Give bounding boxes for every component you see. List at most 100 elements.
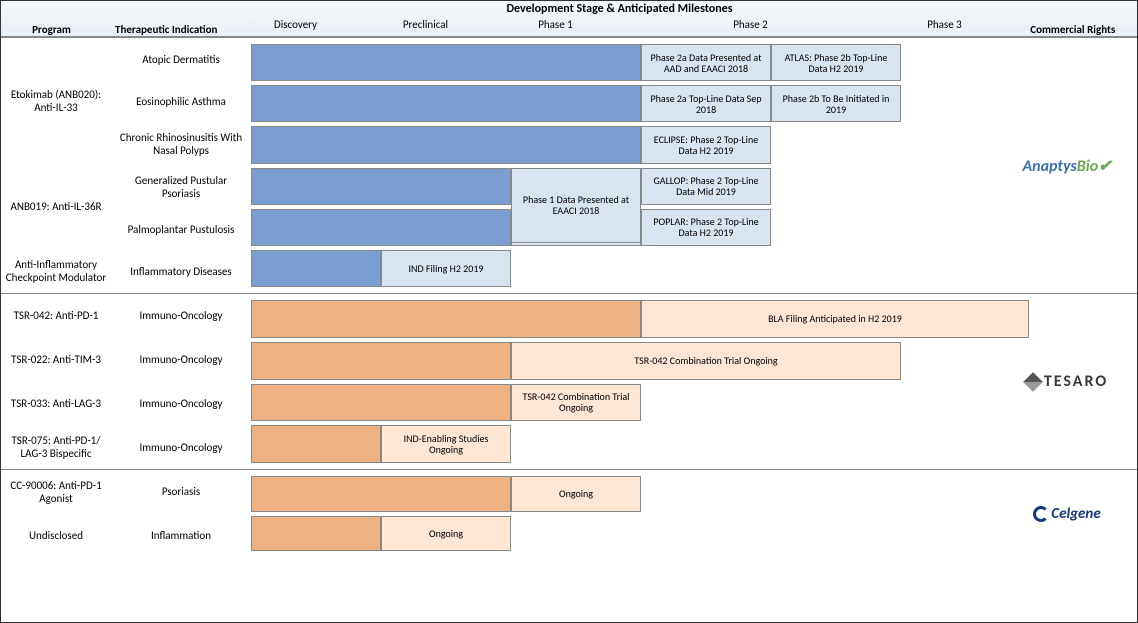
pipeline-row: IND-Enabling Studies Ongoing: [251, 423, 997, 465]
pipeline-row: BLA Filing Anticipated in H2 2019: [251, 298, 997, 340]
bar-label: Phase 2a Top-Line Data Sep 2018: [642, 86, 770, 121]
indication-cell: Generalized Pustular Psoriasis: [111, 166, 251, 209]
bar-label: TSR-042 Combination Trial Ongoing: [512, 343, 900, 379]
stage-bar: IND-Enabling Studies Ongoing: [381, 425, 511, 463]
crescent-icon: [1033, 506, 1049, 522]
stage-bar: IND Filing H2 2019: [381, 250, 511, 287]
program-cell: Anti-Inflammatory Checkpoint Modulator: [1, 249, 111, 294]
pipeline-row: TSR-042 Combination Trial Ongoing: [251, 340, 997, 382]
pipeline-row: IND Filing H2 2019: [251, 248, 997, 289]
program-cell: Undisclosed: [1, 514, 111, 558]
bar-label: IND Filing H2 2019: [382, 251, 510, 286]
stage-bar: [251, 126, 641, 163]
program-cell: Etokimab (ANB020): Anti-IL-33: [1, 38, 111, 164]
stage-bar: ATLAS: Phase 2b Top-Line Data H2 2019: [771, 44, 901, 81]
phase-preclinical: Preclinical: [360, 18, 490, 36]
program-cell: TSR-075: Anti-PD-1/ LAG-3 Bispecific: [1, 425, 111, 469]
stage-bar: Phase 2b To Be Initiated in 2019: [771, 85, 901, 122]
stage-bar: [251, 300, 641, 338]
header-program: Program: [1, 23, 102, 36]
stage-bar: Ongoing: [381, 516, 511, 552]
program-cell: TSR-022: Anti-TIM-3: [1, 338, 111, 382]
program-cell: TSR-033: Anti-LAG-3: [1, 382, 111, 426]
bar-label: IND-Enabling Studies Ongoing: [382, 426, 510, 462]
indication-cell: Immuno-Oncology: [111, 425, 251, 469]
stage-bar: [251, 342, 511, 380]
phase-2: Phase 2: [620, 18, 880, 36]
bar-label: Ongoing: [382, 517, 510, 551]
pipeline-row: Ongoing: [251, 514, 997, 554]
phase-1: Phase 1: [490, 18, 620, 36]
stage-bar: [251, 516, 381, 552]
stage-column: Phase 2a Data Presented at AAD and EAACI…: [251, 38, 997, 293]
indication-cell: Immuno-Oncology: [111, 382, 251, 426]
program-cell: ANB019: Anti-IL-36R: [1, 164, 111, 249]
stage-bar: [251, 44, 641, 81]
pipeline-row: Ongoing: [251, 474, 997, 514]
phase-3: Phase 3: [880, 18, 1008, 36]
group: CC-90006: Anti-PD-1 AgonistUndisclosedPs…: [1, 469, 1137, 557]
stage-bar: Ongoing: [511, 476, 641, 512]
bar-label: POPLAR: Phase 2 Top-Line Data H2 2019: [642, 210, 770, 245]
stage-bar: [251, 476, 511, 512]
program-column: Etokimab (ANB020): Anti-IL-33ANB019: Ant…: [1, 38, 111, 293]
logo-anaptysbio: AnaptysBio✔: [1022, 156, 1111, 176]
group: Etokimab (ANB020): Anti-IL-33ANB019: Ant…: [1, 37, 1137, 293]
indication-cell: Inflammation: [111, 514, 251, 558]
program-column: TSR-042: Anti-PD-1TSR-022: Anti-TIM-3TSR…: [1, 294, 111, 469]
header-indication: Therapeutic Indication: [102, 23, 231, 36]
stage-bar: [251, 85, 641, 122]
header-stage: Development Stage & Anticipated Mileston…: [230, 2, 1008, 36]
bar-label: BLA Filing Anticipated in H2 2019: [642, 301, 1028, 337]
stage-bar: GALLOP: Phase 2 Top-Line Data Mid 2019: [641, 168, 771, 205]
bar-label: Phase 2b To Be Initiated in 2019: [772, 86, 900, 121]
stage-column: OngoingOngoing: [251, 470, 997, 557]
stage-bar: Phase 2a Top-Line Data Sep 2018: [641, 85, 771, 122]
indication-column: Atopic DermatitisEosinophilic AsthmaChro…: [111, 38, 251, 293]
stage-bar-merged: Phase 1 Data Presented at EAACI 2018: [511, 168, 641, 243]
stage-bar: [251, 168, 511, 205]
stage-column: BLA Filing Anticipated in H2 2019TSR-042…: [251, 294, 997, 469]
indication-cell: Palmoplantar Pustulosis: [111, 208, 251, 251]
group: TSR-042: Anti-PD-1TSR-022: Anti-TIM-3TSR…: [1, 293, 1137, 469]
header-commercial: Commercial Rights: [1008, 23, 1137, 36]
stage-bar: TSR-042 Combination Trial Ongoing: [511, 384, 641, 422]
bar-label: Phase 2a Data Presented at AAD and EAACI…: [642, 45, 770, 80]
indication-column: Immuno-OncologyImmuno-OncologyImmuno-Onc…: [111, 294, 251, 469]
indication-column: PsoriasisInflammation: [111, 470, 251, 557]
logo-tesaro: TESARO: [1026, 372, 1108, 391]
groups-container: Etokimab (ANB020): Anti-IL-33ANB019: Ant…: [1, 37, 1137, 557]
indication-cell: Immuno-Oncology: [111, 294, 251, 338]
stage-bar: POPLAR: Phase 2 Top-Line Data H2 2019: [641, 209, 771, 246]
header-row: Program Therapeutic Indication Developme…: [1, 1, 1137, 37]
indication-cell: Immuno-Oncology: [111, 338, 251, 382]
indication-cell: Psoriasis: [111, 470, 251, 514]
stage-bar: [251, 250, 381, 287]
stage-bar: TSR-042 Combination Trial Ongoing: [511, 342, 901, 380]
bar-label: ECLIPSE: Phase 2 Top-Line Data H2 2019: [642, 127, 770, 162]
program-column: CC-90006: Anti-PD-1 AgonistUndisclosed: [1, 470, 111, 557]
indication-cell: Inflammatory Diseases: [111, 251, 251, 294]
indication-cell: Eosinophilic Asthma: [111, 81, 251, 124]
indication-cell: Chronic Rhinosinusitis With Nasal Polyps: [111, 123, 251, 166]
bar-label: Ongoing: [512, 477, 640, 511]
pipeline-row: Phase 2a Data Presented at AAD and EAACI…: [251, 42, 997, 83]
stage-bar: [251, 384, 511, 422]
bar-label: TSR-042 Combination Trial Ongoing: [512, 385, 640, 421]
stage-bar: Phase 2a Data Presented at AAD and EAACI…: [641, 44, 771, 81]
stage-bar: [251, 209, 511, 246]
indication-cell: Atopic Dermatitis: [111, 38, 251, 81]
pipeline-row: Phase 2a Top-Line Data Sep 2018Phase 2b …: [251, 83, 997, 124]
stage-bar: [251, 425, 381, 463]
bar-label: ATLAS: Phase 2b Top-Line Data H2 2019: [772, 45, 900, 80]
program-cell: CC-90006: Anti-PD-1 Agonist: [1, 470, 111, 514]
header-title: Development Stage & Anticipated Mileston…: [230, 2, 1008, 18]
pipeline-chart: Program Therapeutic Indication Developme…: [0, 0, 1138, 623]
bar-label: Phase 1 Data Presented at EAACI 2018: [512, 169, 640, 242]
pipeline-row: TSR-042 Combination Trial Ongoing: [251, 382, 997, 424]
commercial-column: AnaptysBio✔: [997, 38, 1137, 293]
diamond-icon: [1023, 372, 1043, 392]
commercial-column: Celgene: [997, 470, 1137, 557]
program-cell: TSR-042: Anti-PD-1: [1, 294, 111, 338]
phase-discovery: Discovery: [230, 18, 360, 36]
